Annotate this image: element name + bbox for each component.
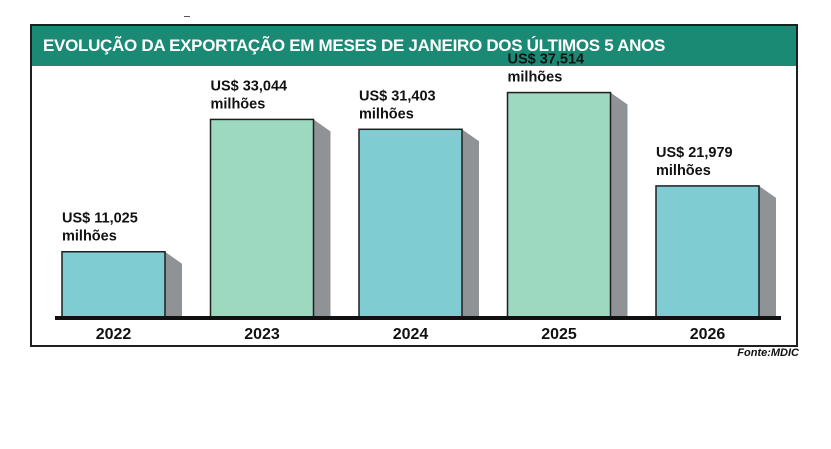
bar-shadow — [759, 185, 776, 318]
bar-2023 — [209, 118, 315, 319]
year-label-2022: 2022 — [96, 326, 132, 343]
bar-shadow — [313, 119, 331, 318]
source-label: Fonte:MDIC — [737, 347, 799, 359]
bar-2022 — [61, 250, 166, 319]
chart-title: EVOLUÇÃO DA EXPORTAÇÃO EM MESES DE JANEI… — [43, 36, 666, 55]
bar-shadow — [165, 251, 182, 318]
value-label-2024: US$ 31,403 milhões — [359, 88, 436, 122]
year-label-2026: 2026 — [690, 326, 726, 343]
top-dash-mark — [184, 16, 190, 17]
bar-shadow — [462, 129, 479, 318]
value-label-2025: US$ 37,514 milhões — [508, 52, 585, 86]
bar-2025 — [506, 91, 612, 319]
year-label-2025: 2025 — [541, 326, 577, 343]
bar-shadow — [610, 92, 628, 318]
year-label-2024: 2024 — [393, 326, 429, 343]
year-label-2023: 2023 — [244, 326, 280, 343]
value-label-2023: US$ 33,044 milhões — [211, 78, 288, 112]
title-bar: EVOLUÇÃO DA EXPORTAÇÃO EM MESES DE JANEI… — [32, 26, 796, 66]
value-label-2022: US$ 11,025 milhões — [62, 211, 138, 245]
bar-2024 — [358, 128, 463, 319]
value-label-2026: US$ 21,979 milhões — [656, 145, 733, 179]
bar-2026 — [655, 185, 760, 319]
